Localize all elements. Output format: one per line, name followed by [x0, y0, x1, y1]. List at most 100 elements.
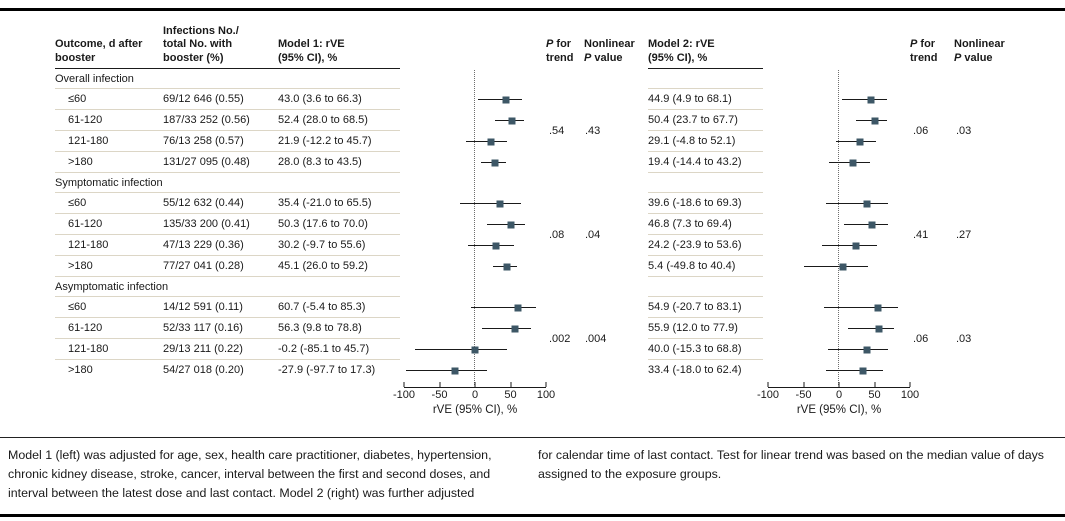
row-rule — [648, 130, 763, 131]
infections-cell: 47/13 229 (0.36) — [163, 239, 244, 251]
point-estimate-marker — [496, 200, 504, 207]
axis-tick — [439, 382, 440, 387]
ci-whisker — [481, 327, 531, 330]
axis-tick-label: 100 — [900, 389, 920, 401]
point-estimate-marker — [503, 263, 511, 270]
ci-whisker — [466, 140, 508, 143]
outcome-cell: >180 — [68, 364, 93, 376]
row-rule — [55, 109, 400, 110]
infections-cell: 77/27 041 (0.28) — [163, 260, 244, 272]
infections-cell: 52/33 117 (0.16) — [163, 322, 243, 334]
table-row: 61-120 135/33 200 (0.41) 50.3 (17.6 to 70.… — [0, 214, 1065, 235]
header-model2: Model 2: rVE (95% CI), % — [648, 38, 715, 64]
outcome-cell: 61-120 — [68, 322, 103, 334]
infections-cell: 29/13 211 (0.22) — [163, 343, 243, 355]
point-estimate-marker — [471, 346, 479, 353]
table-row: ≤60 14/12 591 (0.11) 60.7 (-5.4 to 85.3) 54… — [0, 297, 1065, 318]
forest-plot-cell-model2 — [768, 193, 910, 214]
row-rule — [648, 359, 763, 360]
model1-rve-cell: 21.9 (-12.2 to 45.7) — [278, 135, 372, 147]
row-rule — [55, 317, 400, 318]
forest-plot-cell-model1 — [404, 214, 546, 235]
axis-tick-label: -100 — [392, 389, 416, 401]
model1-rve-cell: -27.9 (-97.7 to 17.3) — [278, 364, 376, 376]
axis-tick — [545, 382, 547, 387]
model2-rve-cell: 5.4 (-49.8 to 40.4) — [648, 260, 736, 272]
x-axis-label-model2: rVE (95% CI), % — [796, 404, 882, 416]
footnote-divider-rule — [0, 437, 1065, 439]
row-rule — [648, 276, 763, 277]
section-label: Asymptomatic infection — [55, 281, 169, 293]
nonlinear-p-model2: .27 — [956, 229, 972, 241]
model2-rve-cell: 55.9 (12.0 to 77.9) — [648, 322, 738, 334]
point-estimate-marker — [863, 200, 871, 207]
model2-rve-cell: 29.1 (-4.8 to 52.1) — [648, 135, 736, 147]
p-for-trend-model1: .002 — [549, 333, 571, 345]
model2-rve-cell: 24.2 (-23.9 to 53.6) — [648, 239, 742, 251]
ci-whisker — [460, 202, 522, 205]
row-rule — [55, 276, 400, 277]
point-estimate-marker — [839, 263, 847, 270]
forest-plot-cell-model2 — [768, 131, 910, 152]
row-rule — [648, 172, 763, 173]
axis-tick-label: 0 — [471, 389, 479, 401]
ci-whisker — [826, 369, 884, 372]
row-rule — [648, 255, 763, 256]
axis-tick — [510, 382, 511, 387]
row-rule — [648, 88, 763, 89]
row-rule — [55, 88, 400, 89]
forest-plot-cell-model2 — [768, 235, 910, 256]
infections-cell: 76/13 258 (0.57) — [163, 135, 244, 147]
ci-whisker — [844, 223, 889, 226]
infections-cell: 69/12 646 (0.55) — [163, 93, 244, 105]
axis-tick — [838, 382, 840, 387]
forest-plot-cell-model1 — [404, 235, 546, 256]
bottom-rule — [0, 514, 1065, 517]
point-estimate-marker — [867, 96, 875, 103]
axis-tick — [874, 382, 875, 387]
point-estimate-marker — [451, 367, 459, 374]
model2-rve-cell: 46.8 (7.3 to 69.4) — [648, 218, 732, 230]
forest-plot-cell-model2 — [768, 318, 910, 339]
ci-whisker — [803, 265, 868, 268]
model1-rve-cell: 43.0 (3.6 to 66.3) — [278, 93, 362, 105]
outcome-group: Overall infection ≤60 69/12 646 (0.55) 43.0… — [0, 69, 1065, 173]
ci-whisker — [828, 348, 888, 351]
point-estimate-marker — [487, 138, 495, 145]
forest-plot-cell-model1 — [404, 89, 546, 110]
row-rule — [55, 172, 400, 173]
row-rule — [648, 213, 763, 214]
zero-reference-line-model1 — [474, 70, 475, 385]
point-estimate-marker — [863, 346, 871, 353]
nonlinear-p-model1: .43 — [585, 125, 601, 137]
ci-whisker — [405, 369, 488, 372]
axis-tick-label: 0 — [835, 389, 843, 401]
axis-row: rVE (95% CI), % -100 -50 0 50 100 rVE (95% C… — [0, 381, 1065, 423]
zero-reference-line-model2 — [838, 70, 839, 385]
table-row: 121-180 47/13 229 (0.36) 30.2 (-9.7 to 55.… — [0, 235, 1065, 256]
row-rule — [648, 192, 763, 193]
forest-plot-cell-model2 — [768, 89, 910, 110]
axis-tick — [474, 382, 476, 387]
table-row: 61-120 187/33 252 (0.56) 52.4 (28.0 to 68.… — [0, 110, 1065, 131]
axis-tick-label: -100 — [756, 389, 780, 401]
outcome-cell: 61-120 — [68, 114, 103, 126]
axis-tick — [803, 382, 804, 387]
axis-tick-label: -50 — [795, 389, 812, 401]
model1-rve-cell: 50.3 (17.6 to 70.0) — [278, 218, 368, 230]
figure-footnote: Model 1 (left) was adjusted for age, sex… — [8, 446, 1057, 503]
header-nonlinear-model1: Nonlinear P value — [584, 38, 635, 64]
axis-tick — [403, 382, 405, 387]
row-rule — [55, 255, 400, 256]
model2-rve-cell: 50.4 (23.7 to 67.7) — [648, 114, 738, 126]
row-rule — [55, 296, 400, 297]
model1-rve-cell: -0.2 (-85.1 to 45.7) — [278, 343, 370, 355]
ci-whisker — [847, 327, 895, 330]
row-rule — [648, 338, 763, 339]
ci-whisker — [824, 306, 898, 309]
p-for-trend-model2: .06 — [913, 333, 929, 345]
outcome-cell: ≤60 — [68, 197, 87, 209]
axis-tick-label: 50 — [504, 389, 517, 401]
infections-cell: 14/12 591 (0.11) — [163, 301, 243, 313]
